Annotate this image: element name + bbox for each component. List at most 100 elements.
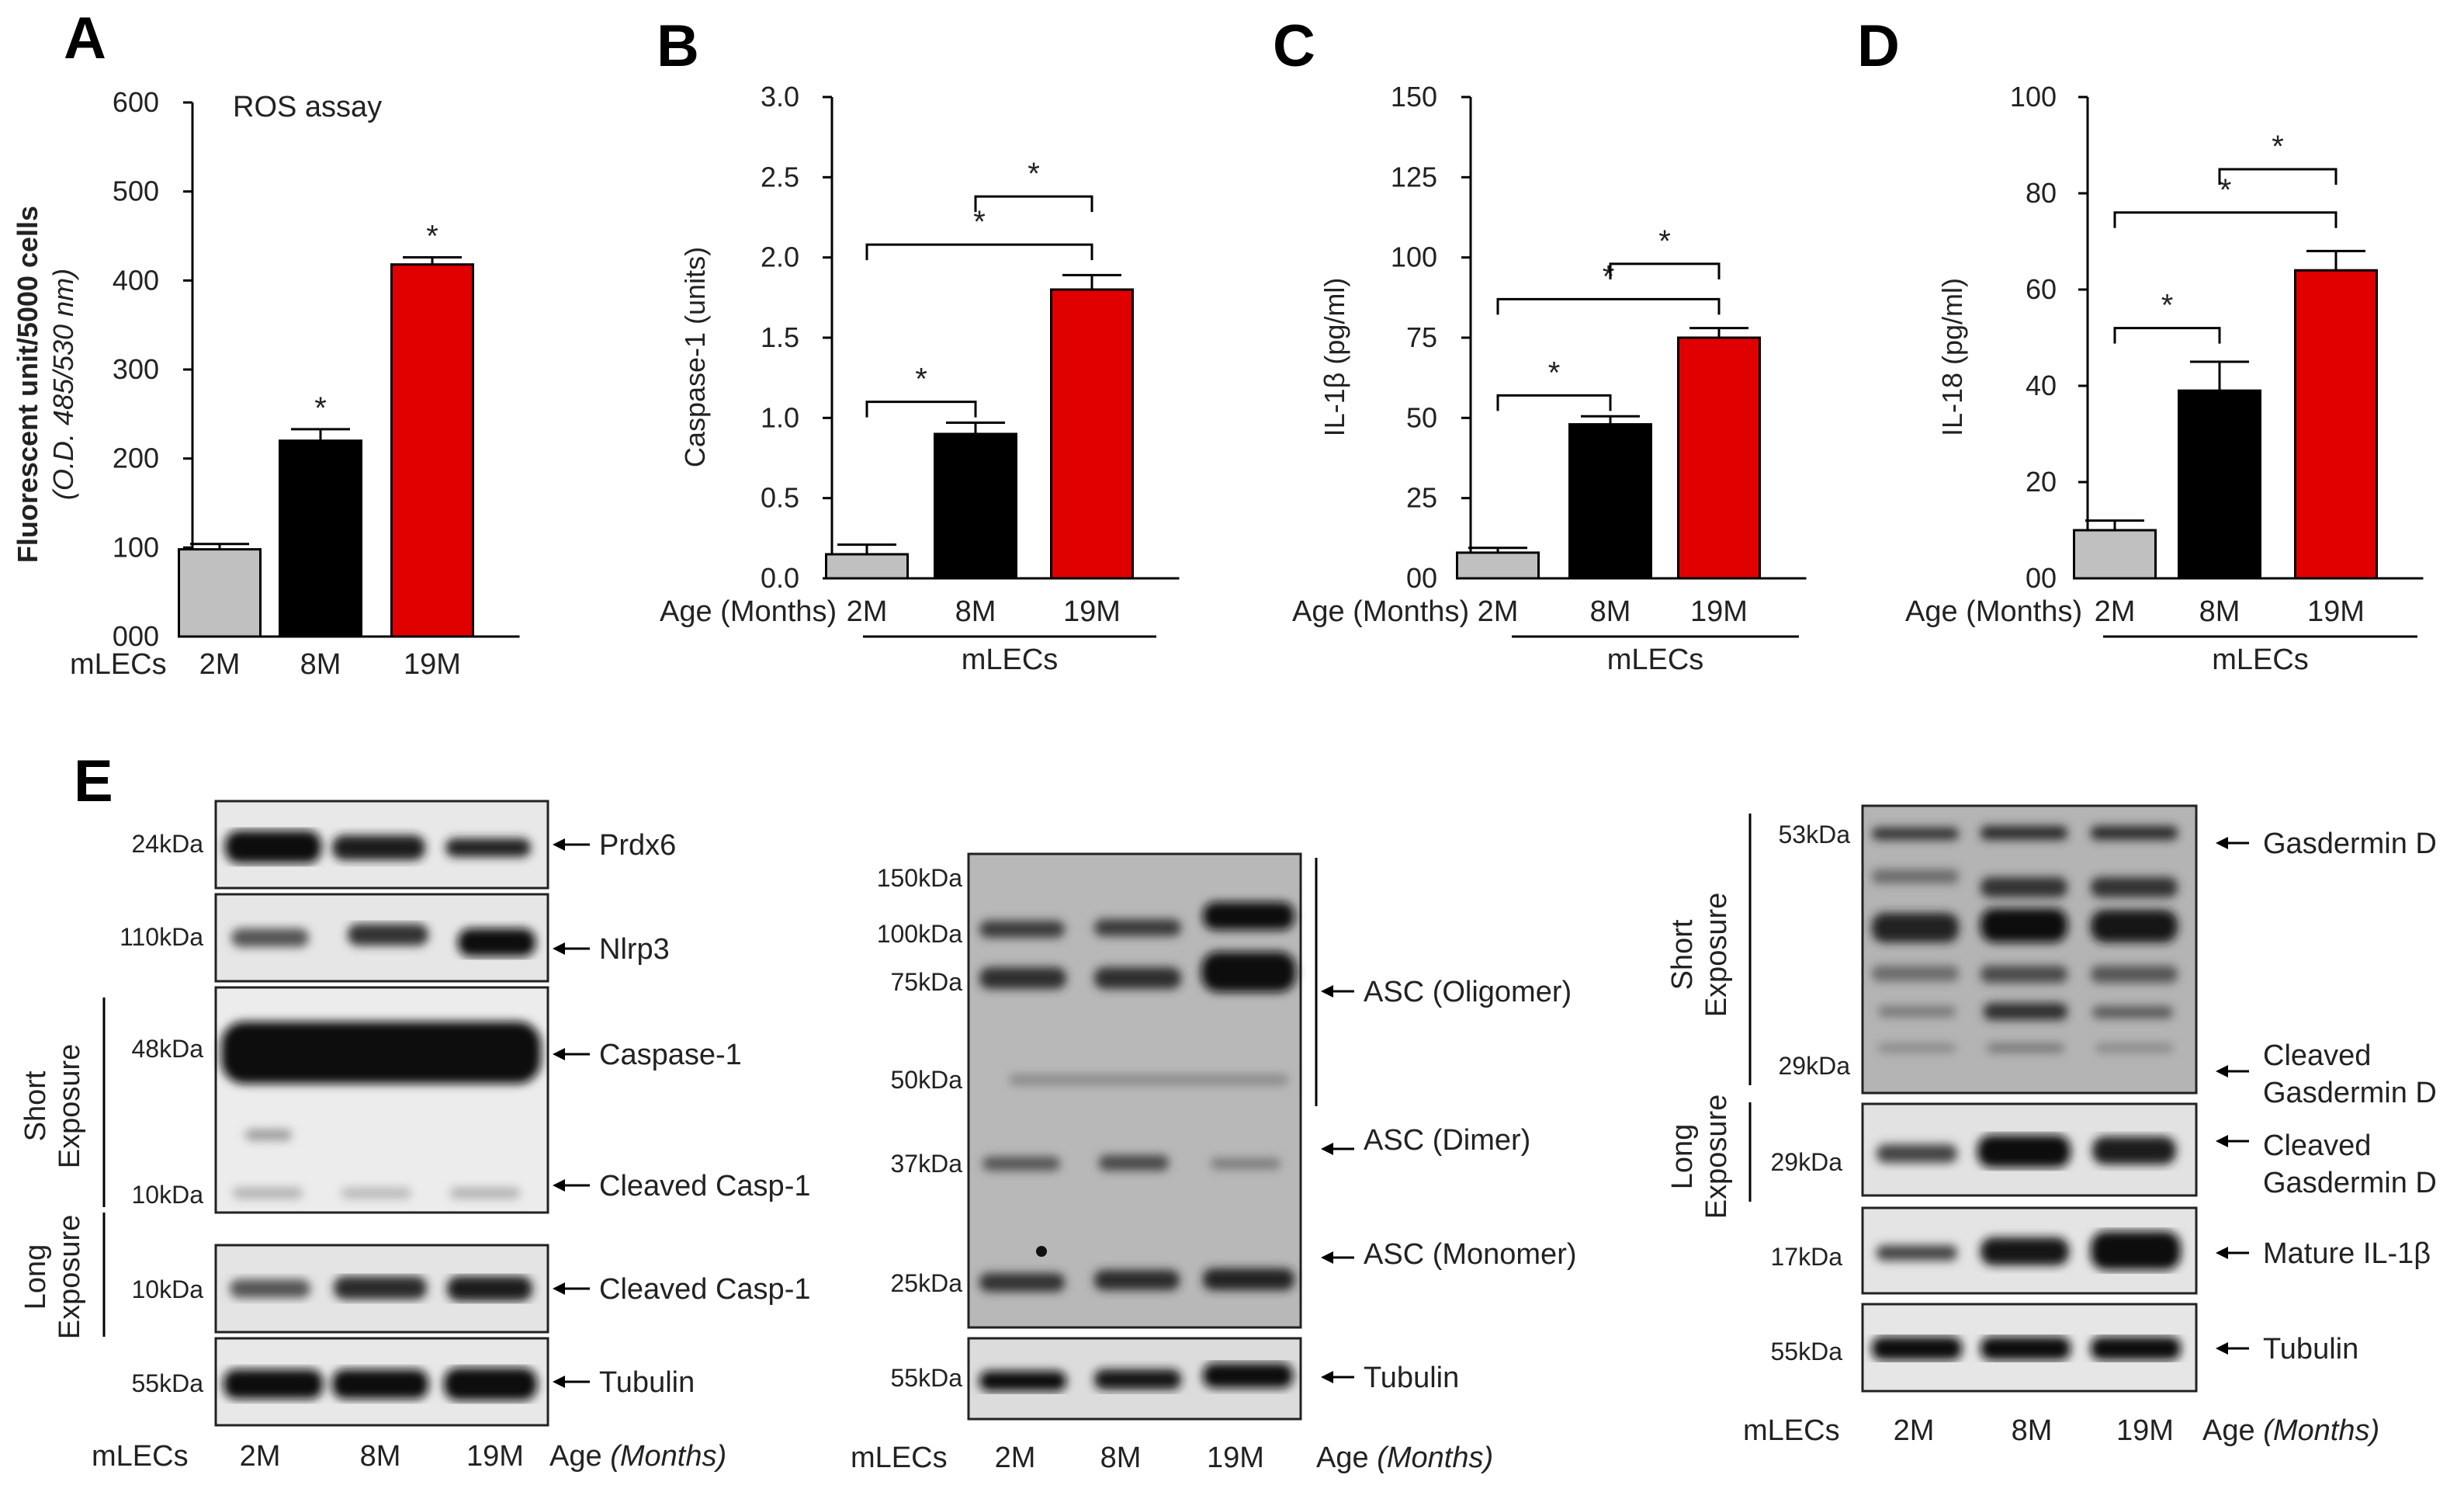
arrow-head-icon	[553, 942, 565, 955]
kda-label: 17kDa	[1771, 1243, 1843, 1271]
band	[1981, 1337, 2071, 1360]
bar-19M	[2294, 269, 2378, 580]
band	[1203, 1268, 1294, 1290]
bar-19M	[1050, 288, 1134, 580]
arrow-head-icon	[553, 1048, 565, 1060]
kda-label: 53kDa	[1779, 821, 1851, 848]
arrow-head-icon	[1321, 1371, 1333, 1383]
y-tick-label: 00	[1406, 562, 1437, 594]
group-label-part: Short	[1666, 919, 1699, 990]
band-label: ASC (Monomer)	[1364, 1238, 1577, 1271]
significance-bracket	[1496, 297, 1721, 315]
chart-title: ROS assay	[233, 91, 382, 123]
bar-2M	[1456, 551, 1540, 580]
x-tick-label: 8M	[2199, 595, 2240, 628]
age-label: Age (Months)	[549, 1440, 726, 1473]
x-tick-label: 8M	[955, 595, 996, 628]
band	[979, 967, 1066, 989]
significance-bracket	[865, 243, 1093, 261]
kda-label: 110kDa	[120, 923, 203, 951]
band	[447, 1276, 532, 1301]
y-tick-label: 1.0	[761, 401, 799, 433]
label-line: Cleaved	[2263, 1039, 2371, 1072]
x-axis-label: Age (Months)	[1905, 595, 2082, 628]
y-axis-sublabel: (O.D. 485/530 nm)	[47, 269, 79, 500]
x-group-label: mLECs	[92, 1440, 189, 1473]
arrow-head-icon	[2216, 1247, 2228, 1259]
band-label: Tubulin	[2263, 1333, 2358, 1365]
kda-label: 100kDa	[877, 920, 963, 948]
band	[230, 1279, 310, 1298]
x-axis-label: mLECs	[70, 648, 167, 681]
y-tick-label: 400	[113, 264, 159, 296]
band	[1872, 1337, 1962, 1360]
kda-label: 48kDa	[132, 1035, 204, 1063]
lane-label: 19M	[466, 1440, 524, 1473]
age-label: Age (Months)	[2202, 1414, 2379, 1447]
band	[979, 1273, 1065, 1292]
chart-D: D 00 20 40 60 80 100 IL-18 (pg/ml) 2M 8M 19M Age (M…	[1857, 13, 2424, 676]
x-tick-label: 2M	[1478, 595, 1519, 628]
group-label-part: Exposure	[1700, 1095, 1733, 1220]
y-axis-label: Caspase-1 (units)	[679, 247, 711, 467]
significance-star: *	[1548, 356, 1561, 390]
significance-star: *	[2161, 289, 2174, 323]
bar-8M	[934, 432, 1017, 580]
age-unit: (Months)	[610, 1440, 726, 1473]
x-tick-label: 2M	[199, 648, 241, 681]
band	[1981, 908, 2067, 942]
group-label-part: Long	[1666, 1124, 1699, 1190]
band-label: Cleaved Gasdermin D	[2263, 1129, 2437, 1199]
label-line: Cleaved	[2263, 1129, 2371, 1162]
bar-8M	[2178, 389, 2261, 580]
band	[2091, 877, 2178, 897]
band	[1872, 913, 1959, 942]
band	[2095, 1043, 2173, 1053]
band	[1872, 869, 1959, 883]
y-axis-label: Fluorescent unit/5000 cells	[12, 206, 43, 563]
band	[1981, 877, 2067, 897]
band-label: Tubulin	[1364, 1362, 1459, 1394]
lane-label: 19M	[2116, 1414, 2174, 1447]
y-tick-label: 100	[1391, 241, 1437, 273]
band	[341, 1188, 411, 1199]
group-label-part: Exposure	[54, 1215, 86, 1340]
significance-bracket	[1609, 262, 1721, 279]
group-label: LongExposure	[19, 1215, 86, 1340]
significance-star: *	[314, 391, 327, 425]
group-label: mLECs	[2212, 644, 2309, 676]
kda-label: 150kDa	[877, 864, 963, 892]
bar-2M	[178, 548, 262, 638]
y-tick-label: 40	[2026, 370, 2057, 401]
bar-charts: A 000 100 200 300 400 500 600 Fluorescent unit/5…	[12, 5, 2424, 681]
significance-bracket	[974, 195, 1093, 213]
band-label: ASC (Oligomer)	[1364, 976, 1572, 1008]
y-tick-label: 000	[113, 620, 159, 652]
band-label: Caspase-1	[599, 1039, 742, 1071]
x-tick-label: 8M	[1590, 595, 1631, 628]
bar-8M	[279, 439, 362, 638]
band	[1201, 952, 1296, 992]
significance-star: *	[2220, 173, 2232, 207]
significance-star: *	[973, 205, 986, 239]
significance-bracket	[2218, 168, 2338, 185]
significance-star: *	[1658, 224, 1671, 259]
chart-B: B 0.0 0.5 1.0 1.5 2.0 2.5 3.0 Caspase-1 (units) 2…	[657, 13, 1180, 676]
panel-label: A	[64, 5, 106, 71]
y-tick-label: 100	[113, 531, 159, 563]
bar-19M	[390, 263, 474, 638]
band	[1203, 902, 1294, 930]
band-label: Tubulin	[599, 1366, 695, 1399]
y-tick-label: 25	[1406, 482, 1437, 514]
bar-8M	[1568, 423, 1652, 580]
x-axis-label: Age (Months)	[1292, 595, 1469, 628]
significance-bracket	[865, 401, 977, 418]
y-tick-label: 300	[113, 353, 159, 385]
kda-label: 55kDa	[132, 1369, 204, 1397]
x-axis-label: Age (Months)	[660, 595, 837, 628]
arrow-head-icon	[2216, 1135, 2228, 1147]
arrow-head-icon	[1321, 985, 1333, 998]
y-tick-label: 3.0	[761, 81, 799, 113]
band	[233, 1188, 303, 1199]
